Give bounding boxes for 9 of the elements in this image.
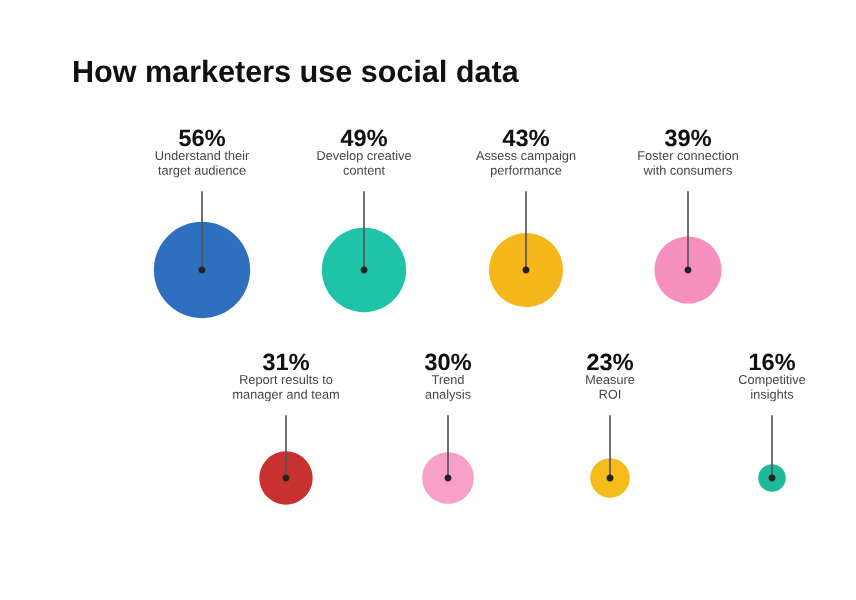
data-label: 39% (664, 129, 712, 147)
data-label: 23% (587, 353, 634, 371)
text: How marketers use social data (74, 59, 519, 83)
data-label: 56% (179, 129, 226, 147)
data-label: 30% (424, 353, 472, 371)
data-label: 16% (749, 353, 796, 371)
data-label: 43% (502, 129, 550, 147)
data-label: 49% (340, 129, 388, 147)
data-label: 31% (262, 353, 310, 371)
